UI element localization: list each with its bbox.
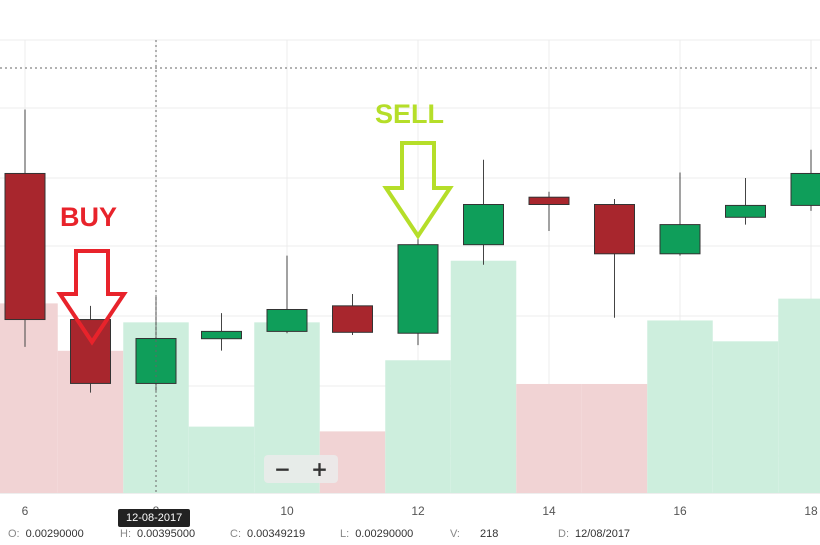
crosshair-date-label: 12-08-2017 [118, 509, 191, 527]
x-tick-label: 18 [804, 504, 818, 518]
candle-body [266, 308, 308, 332]
x-axis-ticks: 681012141618 [22, 504, 818, 518]
candle-body [332, 305, 373, 333]
candle-body [659, 224, 701, 255]
x-tick-label: 10 [280, 504, 294, 518]
volume-info: V: 218 [450, 528, 498, 540]
candle-body [201, 330, 242, 340]
x-tick-label: 12 [411, 504, 425, 518]
volume-value: 218 [480, 528, 499, 540]
open-value: 0.00290000 [25, 528, 84, 540]
volume-key: V: [450, 528, 460, 540]
date-key: D: [558, 528, 569, 540]
volume-bar [712, 341, 779, 493]
candle-body [594, 204, 635, 255]
volume-bar [778, 298, 820, 493]
volume-bar [516, 383, 582, 493]
low-info: L: 0.00290000 [340, 528, 413, 540]
close-key: C: [230, 528, 241, 540]
low-key: L: [340, 528, 350, 540]
date-info: D: 12/08/2017 [558, 528, 630, 540]
annotation-arrows [56, 141, 454, 346]
zoom-in-button[interactable]: + [311, 457, 328, 481]
x-tick-label: 16 [673, 504, 687, 518]
close-info: C: 0.00349219 [230, 528, 305, 540]
candle-body [463, 204, 504, 246]
high-info: H: 0.00395000 [120, 528, 195, 540]
zoom-out-button[interactable]: − [274, 457, 291, 481]
volume-bar [450, 260, 517, 493]
volume-bar [188, 426, 255, 493]
open-key: O: [8, 528, 20, 540]
sell-annotation: SELL [375, 99, 445, 129]
candle-body [528, 196, 570, 206]
candle-body [790, 172, 820, 206]
close-value: 0.00349219 [247, 528, 306, 540]
open-info: O: 0.00290000 [8, 528, 84, 540]
low-value: 0.00290000 [355, 528, 414, 540]
volume-bar [581, 383, 648, 493]
buy-arrow [56, 249, 128, 346]
candle-body [70, 319, 111, 384]
buy-annotation: BUY [60, 202, 118, 232]
candle-body [4, 172, 46, 321]
date-value: 12/08/2017 [575, 528, 631, 540]
x-tick-label: 14 [542, 504, 556, 518]
candle-body [397, 244, 439, 334]
candles [4, 109, 820, 393]
zoom-controls: − + [264, 455, 338, 483]
high-key: H: [120, 528, 131, 540]
crosshair [0, 40, 820, 493]
sell-arrow [382, 141, 454, 240]
volume-bar [0, 303, 58, 493]
candle-body [725, 204, 766, 218]
high-value: 0.00395000 [137, 528, 196, 540]
volume-bar [647, 320, 713, 493]
ohlc-info-bar: O: 0.00290000 H: 0.00395000 C: 0.00349219 L… [0, 528, 820, 545]
volume-bar [385, 360, 451, 493]
x-tick-label: 6 [22, 504, 29, 518]
